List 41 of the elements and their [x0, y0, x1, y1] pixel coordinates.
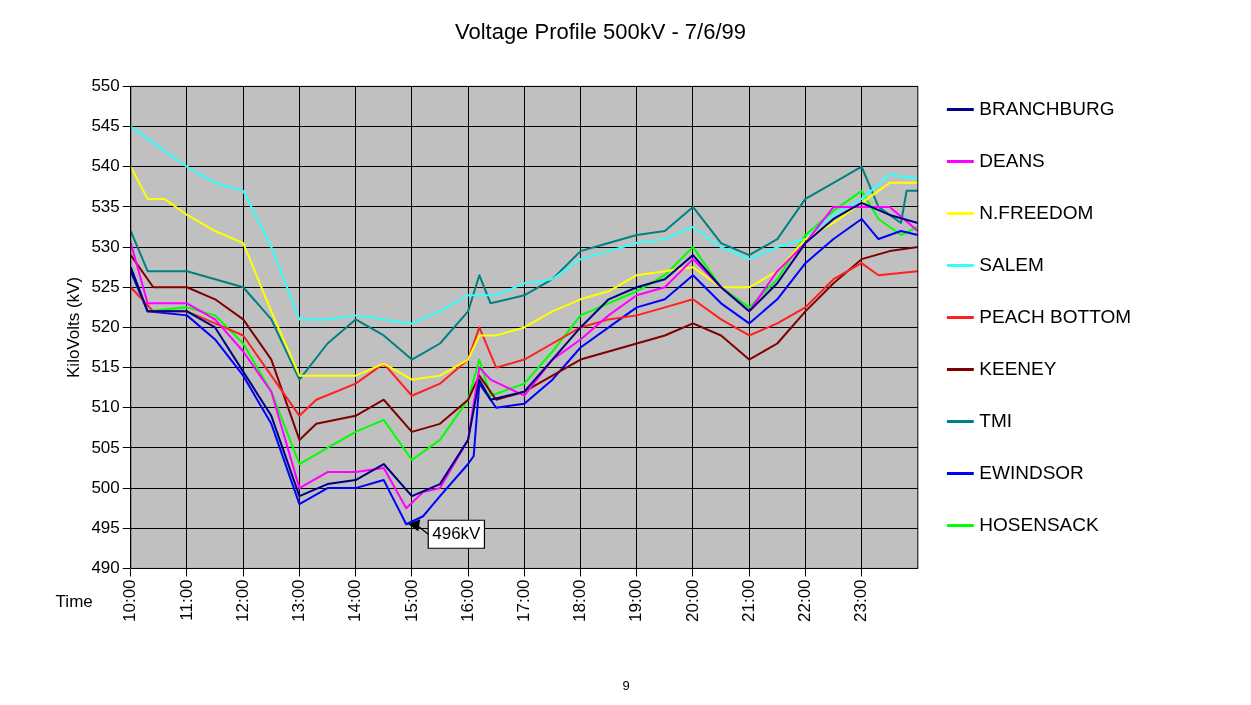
y-tick-label: 540 — [91, 156, 120, 176]
y-tick-label: 510 — [91, 397, 120, 417]
x-tick-label: 23:00 — [851, 579, 871, 623]
legend-label: N.FREEDOM — [979, 201, 1094, 223]
legend-label: HOSENSACK — [979, 513, 1099, 535]
y-tick-label: 525 — [91, 276, 120, 296]
chart-title: Voltage Profile 500kV - 7/6/99 — [454, 19, 747, 45]
y-tick-label: 495 — [91, 517, 120, 537]
x-tick-label: 10:00 — [120, 579, 140, 623]
legend-label: DEANS — [979, 149, 1045, 171]
x-tick-label: 12:00 — [232, 579, 252, 623]
legend-label: EWINDSOR — [979, 461, 1084, 483]
x-tick-label: 19:00 — [626, 579, 646, 623]
y-tick-label: 505 — [91, 437, 120, 457]
y-axis-title: KiloVolts (kV) — [63, 276, 83, 378]
y-tick-label: 530 — [91, 236, 120, 256]
legend-label: PEACH BOTTOM — [979, 305, 1132, 327]
legend-label: KEENEY — [979, 357, 1057, 379]
legend-label: BRANCHBURG — [979, 97, 1115, 119]
x-tick-label: 13:00 — [289, 579, 309, 623]
x-tick-label: 16:00 — [457, 579, 477, 623]
x-tick-label: 17:00 — [513, 579, 533, 623]
text: 9 — [622, 677, 630, 693]
y-tick-label: 490 — [91, 558, 120, 578]
x-tick-label: 20:00 — [682, 579, 702, 623]
y-tick-label: 535 — [91, 196, 120, 216]
x-axis-title: Time — [55, 592, 93, 612]
annotation: 496kV — [432, 523, 482, 543]
x-tick-label: 22:00 — [795, 579, 815, 623]
y-tick-label: 520 — [91, 317, 120, 337]
y-tick-label: 550 — [91, 76, 120, 96]
x-tick-label: 11:00 — [176, 579, 196, 621]
x-tick-label: 14:00 — [345, 579, 365, 623]
legend-label: SALEM — [979, 253, 1044, 275]
y-tick-label: 545 — [91, 116, 120, 136]
x-tick-label: 15:00 — [401, 579, 421, 623]
legend-label: TMI — [979, 409, 1013, 431]
x-tick-label: 21:00 — [738, 579, 758, 623]
y-tick-label: 515 — [91, 357, 120, 377]
x-tick-label: 18:00 — [570, 579, 590, 623]
y-tick-label: 500 — [91, 477, 120, 497]
